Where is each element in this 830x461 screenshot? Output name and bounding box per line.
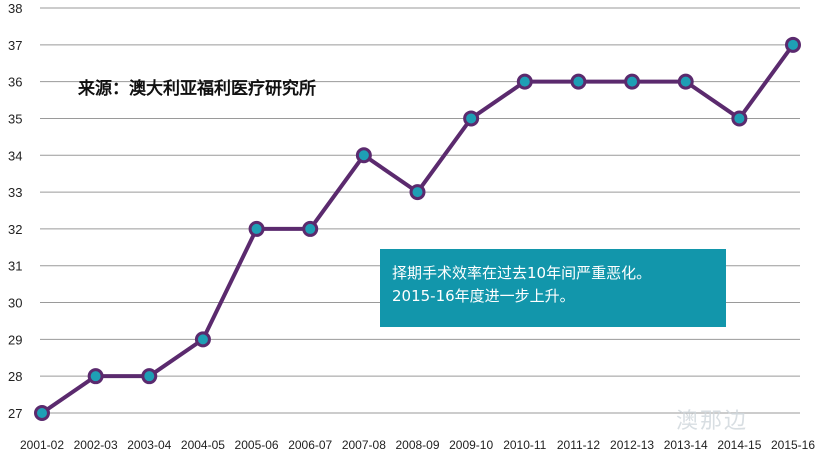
data-point-2005-06 [248, 220, 265, 237]
data-point-2012-13 [624, 73, 641, 90]
grid-lines [40, 7, 800, 414]
annotation-box: 择期手术效率在过去10年间严重恶化。 2015-16年度进一步上升。 [380, 249, 726, 327]
x-tick-label: 2008-09 [395, 438, 439, 452]
x-tick-label: 2010-11 [503, 438, 546, 452]
y-tick-label: 31 [8, 259, 22, 274]
data-point-2009-10 [463, 110, 480, 127]
data-point-2001-02 [34, 405, 50, 421]
data-points [34, 36, 801, 421]
y-tick-label: 34 [8, 148, 22, 163]
data-point-2007-08 [355, 147, 372, 164]
x-tick-label: 2007-08 [342, 438, 386, 452]
data-point-2014-15 [731, 110, 748, 127]
data-point-2002-03 [87, 368, 104, 385]
data-point-2003-04 [141, 368, 158, 385]
y-tick-label: 38 [8, 1, 22, 16]
data-point-2013-14 [677, 73, 694, 90]
y-tick-label: 33 [8, 185, 22, 200]
y-tick-label: 36 [8, 75, 22, 90]
y-tick-label: 27 [8, 406, 22, 421]
y-axis-ticks: 27 28 29 30 31 32 33 34 35 36 37 38 [8, 1, 22, 421]
x-tick-label: 2015-16 [771, 438, 815, 452]
y-tick-label: 28 [8, 369, 22, 384]
x-tick-label: 2013-14 [664, 438, 708, 452]
x-tick-label: 2006-07 [288, 438, 332, 452]
x-tick-label: 2003-04 [127, 438, 171, 452]
annotation-line-2: 2015-16年度进一步上升。 [392, 287, 575, 305]
data-point-2011-12 [570, 73, 587, 90]
data-point-2008-09 [409, 184, 426, 201]
y-tick-label: 29 [8, 332, 22, 347]
y-tick-label: 35 [8, 111, 22, 126]
data-point-2015-16 [785, 36, 801, 53]
data-point-2004-05 [194, 331, 211, 348]
data-point-2010-11 [516, 73, 533, 90]
x-tick-label: 2005-06 [235, 438, 279, 452]
y-tick-label: 37 [8, 38, 22, 53]
watermark: 澳那边 [676, 409, 749, 434]
x-tick-label: 2014-15 [717, 438, 761, 452]
x-tick-label: 2009-10 [449, 438, 493, 452]
x-tick-label: 2002-03 [74, 438, 118, 452]
y-tick-label: 30 [8, 296, 22, 311]
x-tick-label: 2012-13 [610, 438, 654, 452]
data-point-2006-07 [302, 220, 319, 237]
source-note: 来源：澳大利亚福利医疗研究所 [78, 79, 316, 99]
x-tick-label: 2011-12 [557, 438, 600, 452]
x-tick-label: 2001-02 [20, 438, 64, 452]
x-axis-ticks: 2001-02 2002-03 2003-04 2004-05 2005-06 2006-… [20, 438, 815, 452]
annotation-line-1: 择期手术效率在过去10年间严重恶化。 [392, 264, 652, 282]
x-tick-label: 2004-05 [181, 438, 225, 452]
y-tick-label: 32 [8, 222, 22, 237]
